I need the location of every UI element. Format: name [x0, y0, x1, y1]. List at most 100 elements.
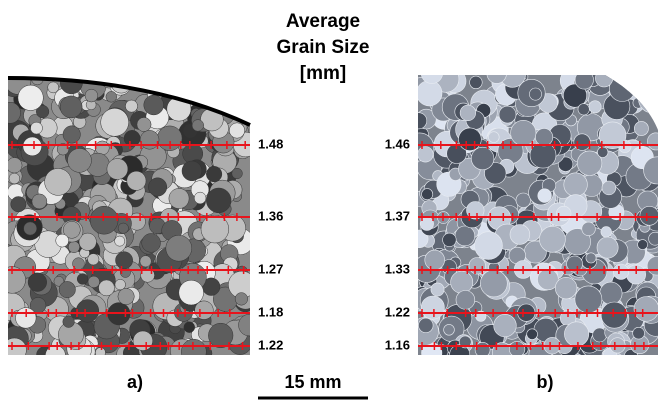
grain: [31, 122, 43, 134]
grain: [118, 288, 134, 304]
grain: [597, 237, 618, 258]
grain: [527, 329, 538, 340]
grain: [582, 222, 596, 236]
grain: [194, 192, 206, 204]
grain: [115, 279, 126, 290]
grain: [564, 322, 588, 346]
grain: [593, 328, 607, 342]
grain: [421, 296, 444, 319]
grain: [516, 193, 531, 208]
panel-label: b): [537, 372, 554, 392]
grain: [470, 76, 483, 89]
grain: [32, 194, 47, 209]
grain: [229, 123, 244, 138]
grain-size-value: 1.18: [258, 304, 283, 319]
grain: [578, 104, 589, 115]
grain: [575, 286, 602, 313]
grain: [192, 120, 204, 132]
grain: [633, 327, 645, 339]
grain: [206, 166, 222, 182]
grain: [118, 223, 128, 233]
grain: [107, 159, 128, 180]
scale-bar-label: 15 mm: [284, 372, 341, 392]
grain: [600, 282, 622, 304]
grain: [88, 254, 99, 265]
grain: [101, 108, 129, 136]
grain: [613, 264, 628, 279]
grain: [418, 147, 434, 163]
grain: [23, 137, 42, 156]
grain-size-value: 1.16: [385, 337, 410, 352]
grain: [586, 253, 596, 263]
grain: [116, 252, 133, 269]
grain: [602, 181, 616, 195]
grain: [538, 189, 552, 203]
grain: [456, 291, 475, 310]
grain: [460, 105, 476, 121]
title-line: Average: [286, 11, 360, 32]
grain: [589, 101, 601, 113]
grain: [535, 129, 552, 146]
grain: [9, 173, 20, 184]
grain: [564, 173, 588, 197]
grain: [76, 300, 99, 323]
grain: [85, 89, 98, 102]
grain: [169, 188, 189, 208]
grain-size-value: 1.22: [258, 337, 283, 352]
grain: [60, 96, 82, 118]
grain: [137, 117, 151, 131]
grain-size-value: 1.33: [385, 261, 410, 276]
grain: [63, 316, 75, 328]
grain: [638, 240, 648, 250]
grain: [431, 283, 444, 296]
grain: [195, 301, 214, 320]
grain: [419, 318, 434, 333]
grain: [529, 88, 541, 100]
grain: [18, 85, 43, 110]
grain: [179, 280, 204, 305]
grain: [459, 128, 482, 151]
grain: [59, 281, 75, 297]
grain: [471, 147, 494, 170]
grain: [48, 82, 59, 93]
grain: [184, 322, 195, 333]
grain: [510, 225, 530, 245]
grain: [133, 331, 153, 351]
grain: [480, 270, 507, 297]
title-line: Grain Size: [277, 37, 370, 58]
grain: [634, 121, 648, 135]
grain: [166, 235, 192, 261]
grain: [7, 158, 23, 174]
title-line: [mm]: [300, 63, 346, 84]
grain: [499, 106, 516, 123]
grain: [232, 168, 243, 179]
grain: [99, 280, 115, 296]
grain: [140, 130, 159, 149]
grain: [56, 234, 69, 247]
grain: [443, 233, 457, 247]
grain: [144, 95, 164, 115]
grain: [90, 206, 118, 234]
grain: [182, 161, 202, 181]
grain-size-value: 1.37: [385, 208, 410, 223]
grain: [235, 293, 248, 306]
grain: [494, 314, 517, 337]
grain: [63, 126, 80, 143]
grain: [488, 132, 499, 143]
grain: [115, 236, 125, 246]
grain: [634, 297, 658, 322]
grain: [45, 168, 72, 195]
grain-size-value: 1.48: [258, 136, 283, 151]
grain: [148, 178, 166, 196]
grain: [425, 250, 445, 270]
grain-size-value: 1.27: [258, 261, 283, 276]
grain: [455, 226, 475, 246]
grain: [106, 91, 117, 102]
grain-size-value: 1.46: [385, 136, 410, 151]
grain: [601, 227, 612, 238]
grain: [597, 147, 608, 158]
grain: [417, 81, 442, 106]
grain: [88, 276, 100, 288]
panel-label: a): [127, 372, 143, 392]
grain: [127, 171, 146, 190]
